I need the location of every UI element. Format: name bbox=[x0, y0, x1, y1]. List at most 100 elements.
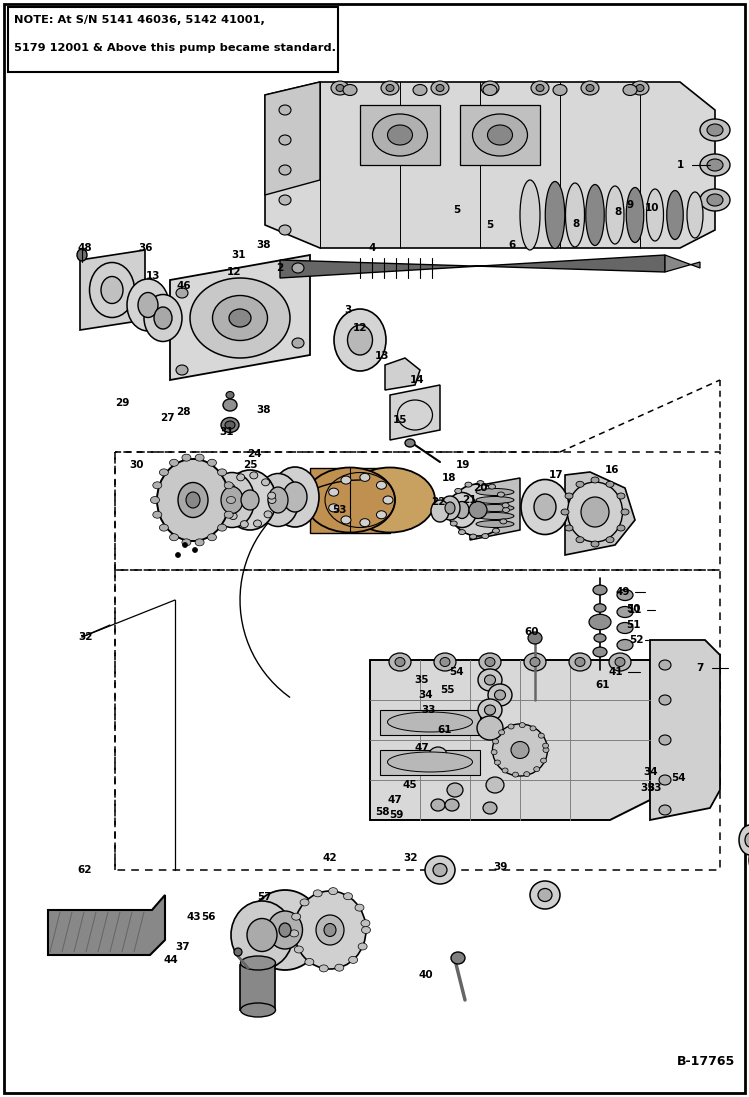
Ellipse shape bbox=[237, 474, 245, 480]
Ellipse shape bbox=[488, 484, 496, 489]
Ellipse shape bbox=[387, 125, 413, 145]
Ellipse shape bbox=[575, 657, 585, 667]
Ellipse shape bbox=[576, 482, 584, 487]
Ellipse shape bbox=[591, 477, 599, 483]
Text: 39: 39 bbox=[493, 862, 507, 872]
Ellipse shape bbox=[445, 502, 455, 514]
Ellipse shape bbox=[279, 135, 291, 145]
Ellipse shape bbox=[589, 614, 611, 630]
Ellipse shape bbox=[101, 276, 123, 304]
Ellipse shape bbox=[473, 114, 527, 156]
Ellipse shape bbox=[606, 536, 614, 543]
Ellipse shape bbox=[240, 1003, 276, 1017]
Ellipse shape bbox=[218, 468, 227, 476]
Ellipse shape bbox=[383, 496, 393, 504]
Text: 35: 35 bbox=[415, 675, 429, 685]
Text: 22: 22 bbox=[431, 497, 445, 507]
Ellipse shape bbox=[341, 476, 351, 484]
Ellipse shape bbox=[348, 957, 357, 963]
Ellipse shape bbox=[519, 723, 525, 727]
Ellipse shape bbox=[609, 653, 631, 671]
Ellipse shape bbox=[377, 511, 386, 519]
Ellipse shape bbox=[186, 491, 200, 508]
Text: 49: 49 bbox=[616, 587, 630, 597]
Text: 34: 34 bbox=[419, 690, 434, 700]
Ellipse shape bbox=[291, 913, 300, 920]
Ellipse shape bbox=[499, 730, 505, 735]
Ellipse shape bbox=[153, 511, 162, 518]
Text: 62: 62 bbox=[78, 866, 92, 875]
Ellipse shape bbox=[431, 799, 445, 811]
Text: 51: 51 bbox=[625, 620, 640, 630]
Ellipse shape bbox=[224, 499, 232, 506]
Ellipse shape bbox=[739, 825, 749, 855]
Ellipse shape bbox=[324, 924, 336, 937]
Ellipse shape bbox=[494, 690, 506, 700]
Ellipse shape bbox=[434, 653, 456, 671]
Ellipse shape bbox=[348, 325, 372, 355]
Ellipse shape bbox=[413, 84, 427, 95]
Ellipse shape bbox=[153, 482, 162, 489]
Ellipse shape bbox=[534, 767, 540, 771]
Ellipse shape bbox=[659, 774, 671, 785]
Ellipse shape bbox=[283, 482, 307, 512]
Ellipse shape bbox=[465, 482, 472, 487]
Text: 43: 43 bbox=[187, 912, 201, 921]
Ellipse shape bbox=[476, 505, 514, 511]
Ellipse shape bbox=[225, 421, 235, 429]
Ellipse shape bbox=[659, 805, 671, 815]
Ellipse shape bbox=[481, 81, 499, 95]
Text: 57: 57 bbox=[258, 892, 273, 902]
Ellipse shape bbox=[305, 467, 395, 532]
Ellipse shape bbox=[247, 918, 277, 951]
Text: 46: 46 bbox=[177, 281, 191, 291]
Ellipse shape bbox=[707, 159, 723, 171]
Ellipse shape bbox=[542, 743, 548, 748]
Text: 2: 2 bbox=[276, 263, 284, 273]
Ellipse shape bbox=[151, 497, 160, 504]
Ellipse shape bbox=[344, 893, 353, 900]
Ellipse shape bbox=[586, 184, 604, 246]
Ellipse shape bbox=[292, 263, 304, 273]
Ellipse shape bbox=[593, 647, 607, 657]
Ellipse shape bbox=[372, 114, 428, 156]
Ellipse shape bbox=[268, 497, 276, 504]
Text: 20: 20 bbox=[473, 483, 488, 493]
Text: 47: 47 bbox=[388, 795, 402, 805]
Ellipse shape bbox=[483, 84, 497, 95]
Ellipse shape bbox=[387, 753, 473, 772]
Ellipse shape bbox=[229, 512, 237, 520]
Text: 47: 47 bbox=[415, 743, 429, 753]
Ellipse shape bbox=[190, 278, 290, 358]
Ellipse shape bbox=[486, 84, 494, 91]
Polygon shape bbox=[385, 358, 420, 391]
Ellipse shape bbox=[594, 603, 606, 612]
Ellipse shape bbox=[485, 657, 495, 667]
Text: 40: 40 bbox=[419, 970, 434, 980]
Text: 3: 3 bbox=[345, 305, 351, 315]
Bar bbox=[360, 105, 440, 165]
Ellipse shape bbox=[154, 307, 172, 329]
Ellipse shape bbox=[207, 460, 216, 466]
Ellipse shape bbox=[329, 504, 339, 512]
Text: 33: 33 bbox=[648, 783, 662, 793]
Bar bbox=[380, 750, 480, 774]
Ellipse shape bbox=[617, 525, 625, 531]
Ellipse shape bbox=[626, 188, 643, 242]
Ellipse shape bbox=[127, 279, 169, 331]
Text: 28: 28 bbox=[176, 407, 190, 417]
Ellipse shape bbox=[538, 889, 552, 902]
Text: 56: 56 bbox=[201, 912, 215, 921]
Ellipse shape bbox=[226, 392, 234, 398]
Text: 44: 44 bbox=[163, 955, 178, 965]
Bar bbox=[380, 710, 480, 735]
Ellipse shape bbox=[503, 508, 509, 512]
Ellipse shape bbox=[528, 632, 542, 644]
Text: 13: 13 bbox=[374, 351, 389, 361]
Text: 16: 16 bbox=[604, 465, 619, 475]
Ellipse shape bbox=[477, 480, 484, 486]
Ellipse shape bbox=[362, 927, 371, 934]
Text: 7: 7 bbox=[697, 663, 704, 672]
Ellipse shape bbox=[450, 521, 457, 525]
Ellipse shape bbox=[617, 640, 633, 651]
